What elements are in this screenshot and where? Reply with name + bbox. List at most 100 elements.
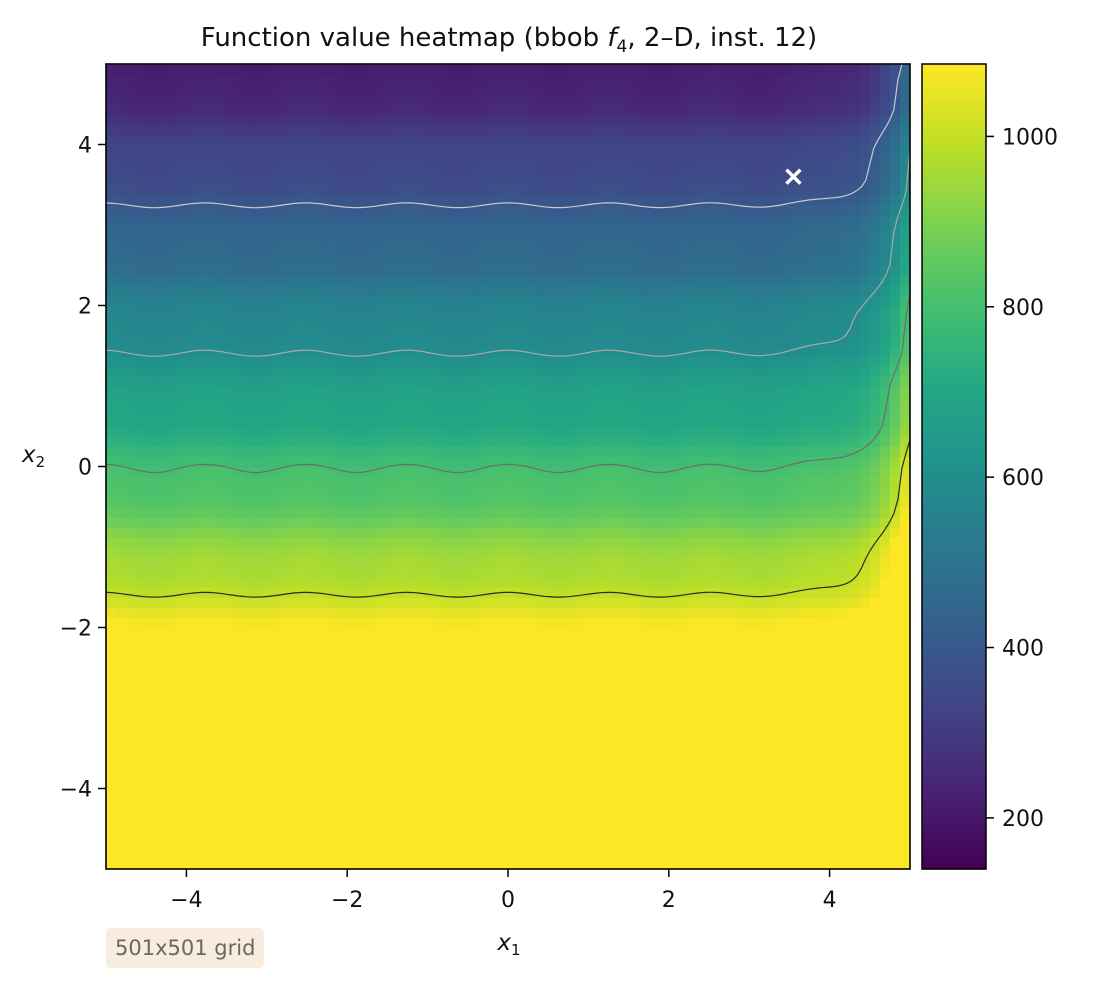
heatmap-cell (759, 818, 770, 830)
heatmap-cell (789, 718, 801, 729)
heatmap-cell (899, 365, 910, 377)
heatmap-cell (538, 255, 549, 266)
heatmap-cell (789, 295, 801, 307)
heatmap-cell (628, 718, 640, 729)
heatmap-cell (487, 738, 499, 749)
heatmap-cell (146, 858, 157, 869)
heatmap-cell (477, 285, 489, 297)
heatmap-cell (427, 386, 439, 397)
heatmap-cell (166, 285, 177, 297)
heatmap-cell (578, 768, 589, 780)
heatmap-cell (307, 265, 318, 276)
heatmap-cell (176, 577, 187, 588)
heatmap-cell (839, 325, 851, 337)
heatmap-cell (709, 788, 720, 800)
heatmap-cell (457, 516, 469, 528)
heatmap-cell (628, 838, 640, 850)
heatmap-cell (709, 577, 720, 588)
heatmap-cell (859, 748, 871, 759)
heatmap-cell (146, 718, 157, 729)
heatmap-cell (879, 557, 891, 568)
heatmap-cell (789, 526, 801, 538)
heatmap-cell (427, 536, 439, 548)
heatmap-cell (196, 667, 208, 679)
heatmap-cell (256, 315, 268, 327)
heatmap-cell (337, 687, 348, 699)
heatmap-cell (206, 758, 218, 769)
heatmap-cell (889, 315, 901, 327)
heatmap-cell (377, 627, 388, 639)
heatmap-cell (839, 657, 851, 669)
heatmap-cell (678, 798, 690, 810)
heatmap-cell (467, 587, 479, 598)
heatmap-cell (678, 627, 690, 639)
heatmap-cell (487, 496, 499, 508)
heatmap-cell (849, 386, 861, 397)
heatmap-cell (116, 758, 127, 769)
heatmap-cell (427, 647, 439, 659)
heatmap-cell (166, 567, 177, 578)
heatmap-cell (638, 245, 650, 256)
heatmap-cell (739, 315, 750, 327)
heatmap-cell (729, 607, 740, 619)
heatmap-cell (799, 838, 811, 850)
heatmap-cell (628, 275, 640, 286)
heatmap-cell (839, 506, 851, 518)
heatmap-cell (719, 446, 730, 458)
heatmap-cell (156, 375, 167, 387)
heatmap-cell (869, 557, 881, 568)
heatmap-cell (849, 456, 861, 468)
heatmap-cell (719, 667, 730, 679)
heatmap-cell (397, 526, 409, 538)
heatmap-cell (367, 275, 378, 286)
heatmap-cell (568, 245, 579, 256)
heatmap-cell (819, 647, 831, 659)
heatmap-cell (467, 677, 479, 689)
heatmap-cell (719, 486, 730, 498)
heatmap-cell (769, 557, 780, 568)
heatmap-cell (578, 486, 589, 498)
heatmap-cell (186, 667, 198, 679)
heatmap-cell (196, 285, 208, 297)
heatmap-cell (558, 597, 569, 608)
heatmap-cell (698, 667, 710, 679)
heatmap-cell (246, 858, 258, 869)
heatmap-cell (397, 416, 409, 427)
heatmap-cell (487, 255, 499, 266)
heatmap-cell (638, 466, 650, 478)
heatmap-cell (729, 687, 740, 699)
heatmap-cell (889, 305, 901, 317)
heatmap-cell (869, 245, 881, 256)
heatmap-cell (136, 567, 147, 578)
heatmap-cell (638, 295, 650, 307)
heatmap-cell (497, 687, 509, 699)
heatmap-cell (126, 597, 137, 608)
heatmap-cell (276, 647, 288, 659)
heatmap-cell (588, 406, 600, 417)
heatmap-cell (447, 375, 459, 387)
heatmap-cell (859, 476, 871, 488)
heatmap-cell (106, 848, 117, 860)
heatmap-cell (146, 708, 157, 719)
heatmap-cell (688, 597, 700, 608)
heatmap-cell (668, 657, 680, 669)
heatmap-cell (739, 547, 750, 558)
heatmap-cell (236, 758, 248, 769)
heatmap-cell (357, 325, 368, 337)
heatmap-cell (367, 386, 378, 397)
heatmap-cell (206, 295, 218, 307)
heatmap-cell (809, 496, 821, 508)
heatmap-cell (387, 778, 399, 790)
heatmap-cell (558, 587, 569, 598)
heatmap-cell (528, 547, 539, 558)
heatmap-cell (407, 305, 419, 317)
heatmap-cell (457, 295, 469, 307)
heatmap-cell (307, 375, 318, 387)
heatmap-cell (518, 375, 529, 387)
heatmap-cell (327, 486, 338, 498)
heatmap-cell (538, 728, 549, 739)
heatmap-cell (487, 848, 499, 860)
heatmap-cell (467, 818, 479, 830)
heatmap-cell (116, 305, 127, 317)
heatmap-cell (377, 335, 388, 347)
